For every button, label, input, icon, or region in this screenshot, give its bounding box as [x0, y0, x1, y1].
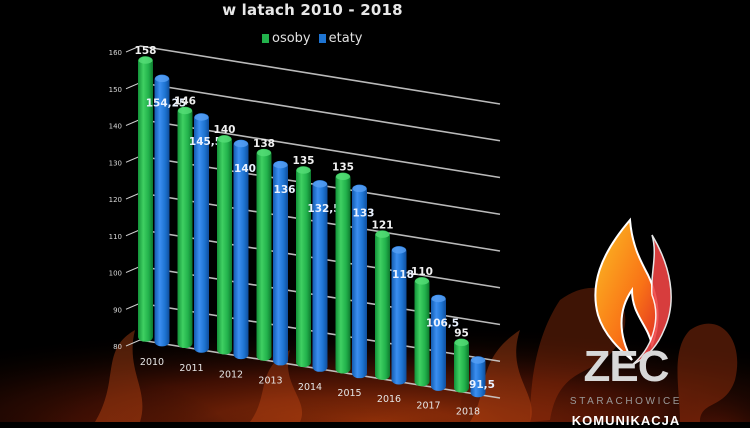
x-tick-label: 2017: [416, 400, 440, 411]
bar-etaty-2011: 145,5: [189, 113, 222, 353]
value-label: 138: [253, 138, 275, 150]
bar-etaty-2015: 133: [352, 184, 375, 379]
chart-legend: osoby etaty: [262, 31, 363, 46]
bar-etaty-2016: 118: [391, 246, 414, 385]
svg-text:100: 100: [109, 270, 122, 278]
logo-wordmark: ZEC: [583, 342, 670, 391]
logo-tagline: KOMUNIKACJA: [571, 413, 681, 428]
bar-osoby-2018: 95: [454, 328, 469, 393]
x-tick-label: 2013: [258, 376, 282, 387]
value-label: 91,5: [469, 379, 495, 391]
value-label: 110: [411, 266, 433, 278]
svg-text:110: 110: [109, 233, 122, 241]
x-tick-label: 2018: [456, 407, 480, 418]
bar-etaty-2014: 132,5: [307, 180, 341, 372]
bar-osoby-2014: 135: [293, 155, 315, 368]
legend-label: etaty: [328, 31, 363, 46]
svg-text:90: 90: [113, 306, 122, 314]
bar-osoby-2017: 110: [411, 266, 433, 387]
legend-item-etaty: etaty: [318, 31, 363, 46]
svg-text:130: 130: [109, 159, 122, 167]
value-label: 135: [332, 162, 354, 174]
bar-osoby-2013: 138: [253, 138, 275, 361]
bar-osoby-2010: 158: [135, 45, 157, 342]
chart-title: w latach 2010 - 2018: [222, 1, 403, 19]
svg-text:140: 140: [109, 123, 122, 131]
y-axis: 80 90 100 110 120 130 140 150 160: [109, 45, 141, 351]
x-tick-label: 2014: [298, 382, 322, 393]
chart-bars: 158154,25146145,5140140138136135132,5135…: [135, 45, 495, 398]
legend-swatch-etaty: [318, 34, 326, 43]
value-label: 118: [392, 269, 414, 281]
logo-city: STARACHOWICE: [569, 396, 683, 407]
value-label: 154,25: [146, 98, 187, 110]
x-tick-label: 2016: [377, 394, 401, 405]
bar-etaty-2013: 136: [273, 160, 296, 366]
value-label: 133: [353, 208, 375, 220]
value-label: 136: [274, 184, 296, 196]
legend-item-osoby: osoby: [262, 31, 311, 46]
value-label: 121: [372, 219, 394, 231]
x-tick-label: 2015: [337, 388, 361, 399]
bar-osoby-2012: 140: [214, 124, 236, 355]
bar-etaty-2018: 91,5: [469, 356, 495, 398]
svg-text:80: 80: [113, 343, 122, 351]
value-label: 135: [293, 155, 315, 167]
svg-text:160: 160: [109, 49, 122, 57]
value-label: 140: [214, 124, 236, 136]
svg-text:150: 150: [109, 86, 122, 94]
value-label: 140: [234, 163, 256, 175]
value-label: 145,5: [189, 136, 222, 148]
zec-flame-logo-icon: [594, 217, 672, 366]
legend-label: osoby: [272, 31, 311, 46]
bar-etaty-2012: 140: [233, 139, 256, 360]
x-tick-label: 2012: [219, 369, 243, 380]
x-tick-label: 2010: [140, 357, 164, 368]
value-label: 158: [135, 45, 157, 57]
value-label: 146: [174, 96, 196, 108]
x-tick-label: 2011: [179, 363, 203, 374]
bar-etaty-2010: 154,25: [146, 74, 187, 347]
bar-osoby-2011: 146: [174, 96, 196, 349]
bar-osoby-2016: 121: [372, 219, 394, 380]
x-axis: 2010 2011 2012 2013 2014 2015 2016 2017 2018: [140, 357, 480, 418]
svg-text:120: 120: [109, 196, 122, 204]
bar-etaty-2017: 106,5: [426, 294, 459, 391]
value-label: 106,5: [426, 318, 459, 330]
value-label: 95: [454, 328, 469, 340]
legend-swatch-osoby: [262, 34, 269, 43]
value-label: 132,5: [307, 203, 340, 215]
bar-osoby-2015: 135: [332, 162, 354, 374]
